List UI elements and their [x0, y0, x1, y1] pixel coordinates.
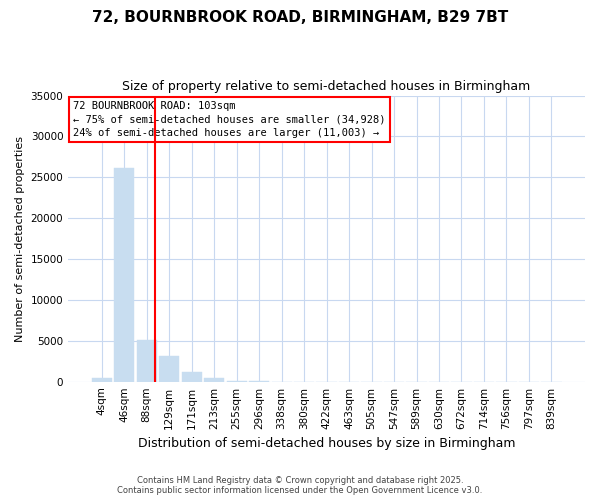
- X-axis label: Distribution of semi-detached houses by size in Birmingham: Distribution of semi-detached houses by …: [138, 437, 515, 450]
- Bar: [182, 372, 202, 382]
- Text: 72, BOURNBROOK ROAD, BIRMINGHAM, B29 7BT: 72, BOURNBROOK ROAD, BIRMINGHAM, B29 7BT: [92, 10, 508, 25]
- Text: Contains HM Land Registry data © Crown copyright and database right 2025.
Contai: Contains HM Land Registry data © Crown c…: [118, 476, 482, 495]
- Bar: [204, 378, 224, 382]
- Bar: [114, 168, 134, 382]
- Y-axis label: Number of semi-detached properties: Number of semi-detached properties: [15, 136, 25, 342]
- Text: 72 BOURNBROOK ROAD: 103sqm
← 75% of semi-detached houses are smaller (34,928)
24: 72 BOURNBROOK ROAD: 103sqm ← 75% of semi…: [73, 102, 386, 138]
- Bar: [137, 340, 157, 382]
- Bar: [227, 381, 247, 382]
- Bar: [92, 378, 112, 382]
- Bar: [159, 356, 179, 382]
- Title: Size of property relative to semi-detached houses in Birmingham: Size of property relative to semi-detach…: [122, 80, 531, 93]
